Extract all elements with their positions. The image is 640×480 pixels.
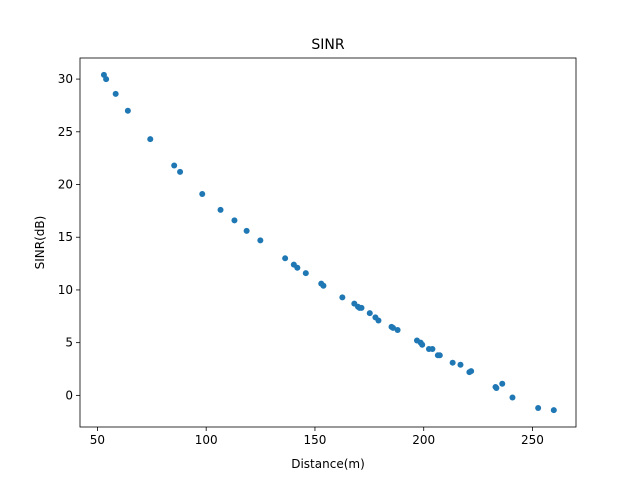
data-point: [103, 76, 110, 83]
axes-frame: [79, 57, 577, 428]
data-point: [390, 324, 397, 331]
data-point: [112, 90, 119, 97]
x-tick-label: 200: [412, 433, 435, 447]
y-axis-ticks: 0 5 10 15 20 25 30: [58, 72, 80, 402]
x-tick-label: 250: [521, 433, 544, 447]
y-tick-label: 0: [65, 388, 73, 402]
data-point: [449, 359, 456, 366]
data-point: [468, 368, 475, 375]
plot-area: [79, 57, 577, 428]
data-point: [509, 394, 516, 401]
y-tick-label: 15: [58, 230, 73, 244]
data-point: [294, 264, 301, 271]
data-point: [217, 206, 224, 213]
data-point: [419, 341, 426, 348]
data-point: [429, 345, 436, 352]
data-point: [302, 270, 309, 277]
data-point: [231, 217, 238, 224]
y-tick-label: 30: [58, 72, 73, 86]
data-points: [100, 71, 557, 414]
x-tick-label: 100: [195, 433, 218, 447]
data-point: [339, 294, 346, 301]
data-point: [457, 361, 464, 368]
y-axis-label: SINR(dB): [33, 216, 47, 270]
data-point: [366, 310, 373, 317]
y-tick-label: 10: [58, 283, 73, 297]
x-tick-label: 150: [303, 433, 326, 447]
data-point: [320, 282, 327, 289]
data-point: [436, 352, 443, 359]
data-point: [257, 237, 264, 244]
data-point: [171, 162, 178, 169]
x-axis-label: Distance(m): [291, 457, 365, 471]
y-tick-label: 20: [58, 178, 73, 192]
data-point: [358, 304, 365, 311]
data-point: [535, 405, 542, 412]
data-point: [177, 168, 184, 175]
data-point: [375, 317, 382, 324]
chart-title: SINR: [311, 37, 344, 53]
x-tick-label: 50: [90, 433, 105, 447]
data-point: [199, 191, 206, 197]
data-point: [394, 327, 401, 334]
data-point: [147, 136, 154, 143]
data-point: [243, 227, 250, 234]
x-axis-ticks: 50 100 150 200 250: [90, 427, 544, 447]
data-point: [124, 107, 131, 114]
y-tick-label: 25: [58, 125, 73, 139]
data-point: [550, 407, 557, 414]
data-point: [499, 380, 506, 387]
data-point: [493, 384, 500, 391]
data-point: [282, 255, 289, 262]
y-tick-label: 5: [65, 336, 73, 350]
